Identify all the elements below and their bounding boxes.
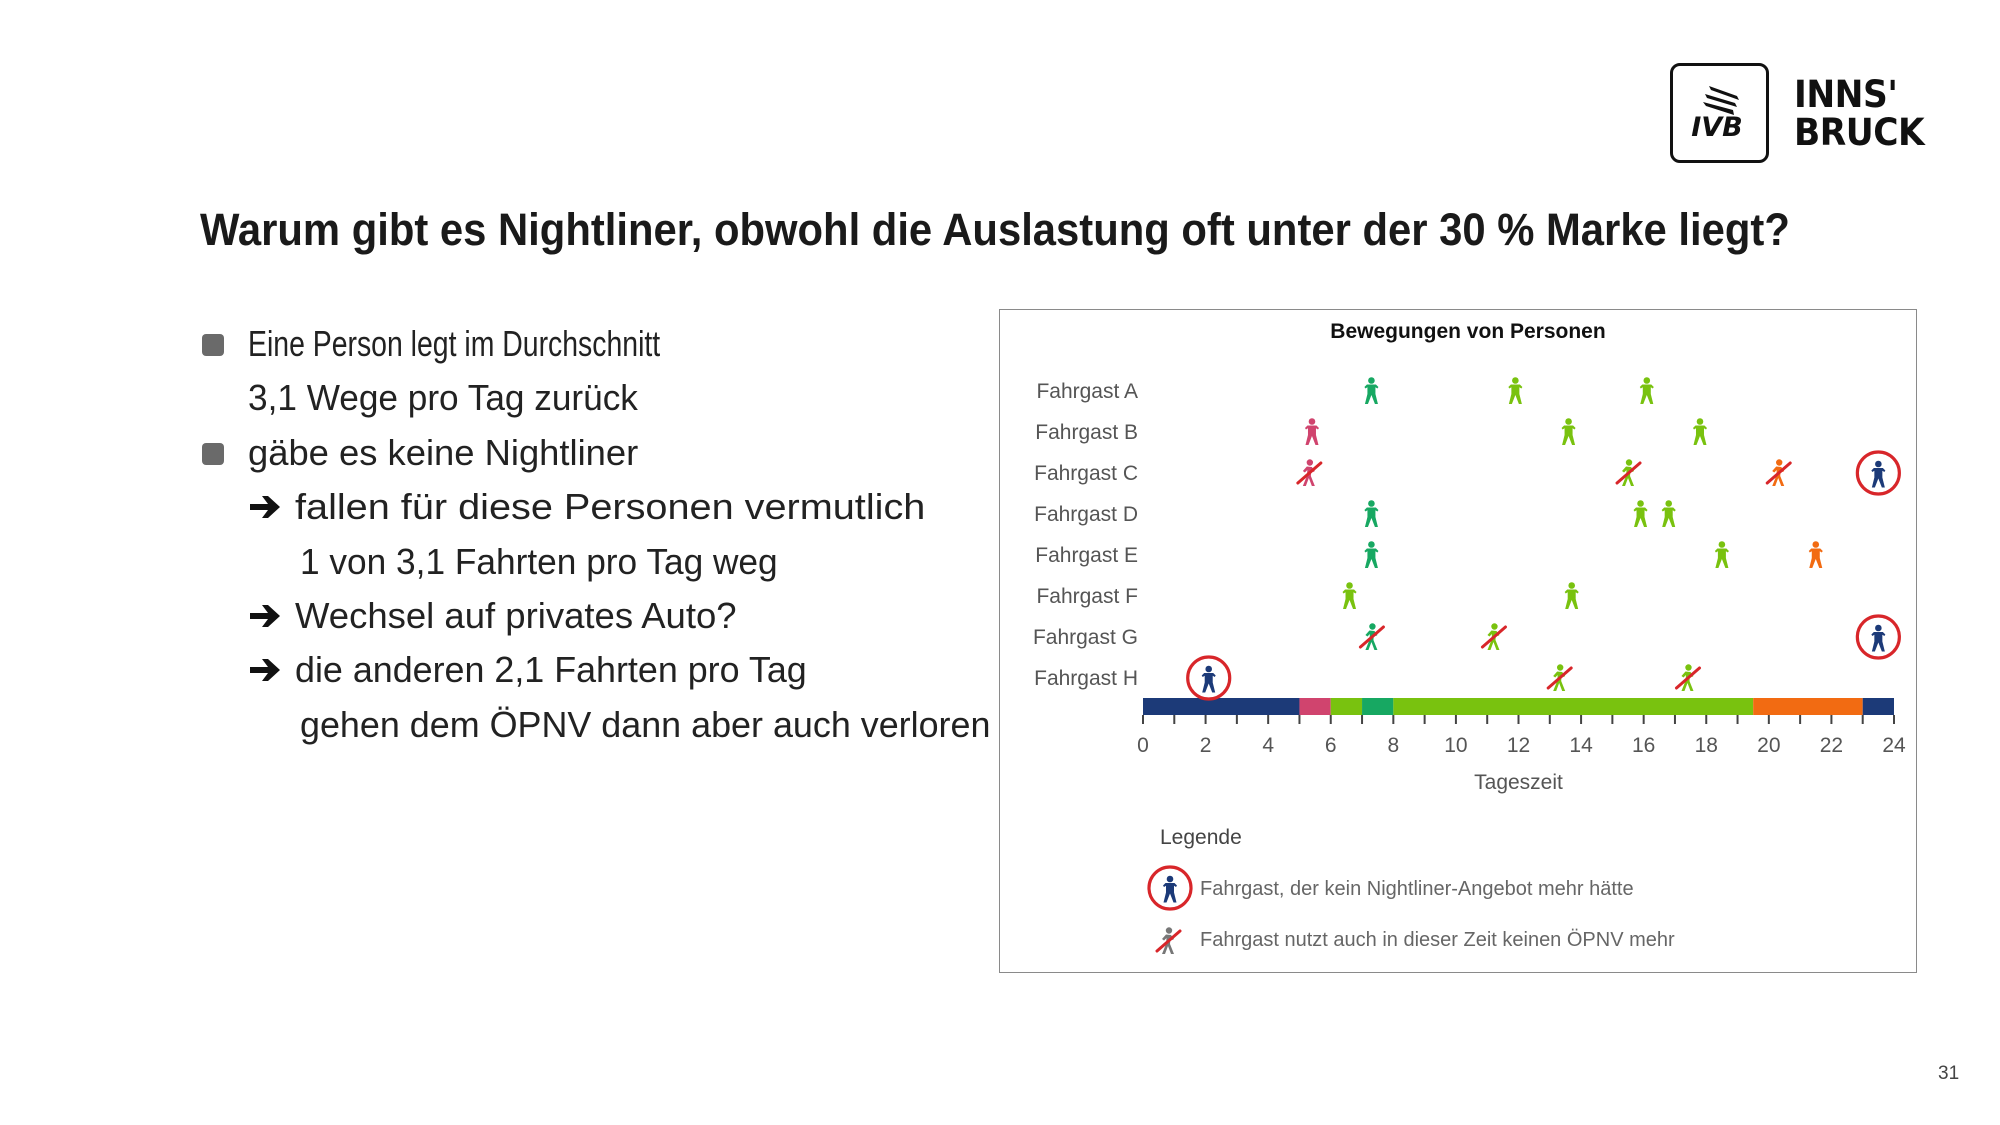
trip-person-icon [1808, 541, 1823, 568]
bullet-line: gehen dem ÖPNV dann aber auch verloren [200, 698, 1000, 752]
x-tick-label: 2 [1200, 734, 1212, 757]
trip-person-icon [1692, 418, 1707, 445]
time-band [1330, 698, 1363, 715]
time-band [1362, 698, 1394, 715]
x-tick-label: 16 [1632, 734, 1655, 757]
time-band [1753, 698, 1863, 715]
trip-person-icon [1639, 377, 1654, 404]
lost-trip-crossed-icon [1615, 459, 1642, 486]
bullet-text: Eine Person legt im Durchschnitt [248, 323, 661, 364]
bullet-text: fallen für diese Personen vermutlich [295, 486, 926, 528]
arrow-right-icon [250, 604, 280, 627]
bullet-line: die anderen 2,1 Fahrten pro Tag [200, 643, 1000, 697]
chart-panel: Bewegungen von Personen Fahrgast A Fahrgas… [999, 309, 1917, 973]
bullet-text: die anderen 2,1 Fahrten pro Tag [295, 649, 807, 691]
x-tick-label: 24 [1882, 734, 1906, 757]
bullet-line: 3,1 Wege pro Tag zurück [200, 371, 1000, 425]
time-band [1143, 698, 1300, 715]
page-number: 31 [1938, 1063, 1960, 1084]
bullet-line: fallen für diese Personen vermutlich [200, 480, 1000, 534]
lost-trip-crossed-icon [1480, 623, 1507, 650]
lost-trip-crossed-icon [1765, 459, 1792, 486]
x-tick-label: 12 [1507, 734, 1530, 757]
trip-person-icon [1508, 377, 1523, 404]
x-tick-label: 8 [1387, 734, 1399, 757]
movement-chart: Bewegungen von Personen Fahrgast A Fahrgas… [1033, 320, 1906, 954]
bullet-text: 1 von 3,1 Fahrten pro Tag weg [300, 540, 778, 582]
time-band [1299, 698, 1331, 715]
innsbruck-wordmark: INNS' BRUCK [1794, 73, 1925, 154]
bullet-text: gehen dem ÖPNV dann aber auch verloren [300, 703, 991, 745]
trip-person-icon [1714, 541, 1729, 568]
trip-person-icon [1364, 541, 1379, 568]
x-tick-label: 14 [1569, 734, 1593, 757]
trip-person-icon [1364, 500, 1379, 527]
slide-title: Warum gibt es Nightliner, obwohl die Aus… [200, 204, 1790, 255]
trip-person-icon [1304, 418, 1319, 445]
lost-trip-crossed-icon [1674, 664, 1701, 691]
legend-item-text: Fahrgast, der kein Nightliner-Angebot me… [1200, 878, 1634, 900]
bullet-line: gäbe es keine Nightliner [200, 426, 1000, 480]
x-tick-label: 22 [1820, 734, 1843, 757]
trip-person-icon [1661, 500, 1676, 527]
row-label: Fahrgast A [1036, 380, 1138, 403]
lost-trip-crossed-icon [1358, 623, 1385, 650]
row-label: Fahrgast H [1034, 667, 1138, 690]
chart-title: Bewegungen von Personen [1330, 320, 1605, 343]
trip-person-icon [1364, 377, 1379, 404]
x-tick-label: 20 [1757, 734, 1780, 757]
ivb-mark-text: IVB [1691, 112, 1743, 143]
no-nightliner-circled-icon [1186, 655, 1232, 701]
time-band [1862, 698, 1894, 715]
trip-person-icon [1564, 582, 1579, 609]
x-tick-label: 10 [1444, 734, 1467, 757]
row-label: Fahrgast D [1034, 503, 1138, 526]
no-nightliner-circled-icon [1855, 450, 1901, 496]
x-axis-label: Tageszeit [1474, 771, 1563, 794]
bullet-line: Wechsel auf privates Auto? [200, 589, 1000, 643]
row-label: Fahrgast E [1035, 544, 1138, 567]
bullet-line: Eine Person legt im Durchschnitt [200, 317, 1000, 371]
row-label: Fahrgast F [1036, 585, 1138, 608]
bullet-text: Wechsel auf privates Auto? [295, 594, 737, 636]
bullet-square-icon [202, 442, 224, 465]
no-nightliner-circled-icon [1855, 614, 1901, 660]
legend-item-text: Fahrgast nutzt auch in dieser Zeit keine… [1200, 929, 1675, 951]
bullet-square-icon [202, 334, 224, 356]
x-tick-label: 6 [1325, 734, 1337, 757]
x-tick-label: 4 [1262, 734, 1274, 757]
wordmark-line-2: BRUCK [1794, 111, 1925, 154]
arrow-right-icon [250, 496, 280, 519]
lost-trip-crossed-icon [1296, 459, 1323, 486]
ivb-logo: IVB [1670, 63, 1769, 163]
legend-crossed-person-icon [1155, 927, 1182, 954]
x-tick-label: 0 [1137, 734, 1149, 757]
trip-person-icon [1633, 500, 1648, 527]
trip-person-icon [1561, 418, 1576, 445]
trip-person-icon [1342, 582, 1357, 609]
row-label: Fahrgast G [1033, 626, 1138, 649]
row-label: Fahrgast B [1035, 421, 1138, 444]
legend-circled-person-icon [1147, 865, 1193, 911]
arrow-right-icon [250, 659, 280, 682]
ivb-swoosh-icon: IVB [1691, 86, 1743, 143]
bullet-text: gäbe es keine Nightliner [248, 431, 639, 473]
legend-title: Legende [1160, 826, 1242, 849]
time-band [1393, 698, 1754, 715]
bullet-text: 3,1 Wege pro Tag zurück [248, 377, 638, 419]
bullet-line: 1 von 3,1 Fahrten pro Tag weg [200, 535, 1000, 589]
x-tick-label: 18 [1695, 734, 1718, 757]
lost-trip-crossed-icon [1546, 664, 1573, 691]
bullet-list: Eine Person legt im Durchschnitt 3,1 Wege… [200, 317, 1000, 752]
wordmark-line-1: INNS' [1794, 73, 1898, 116]
row-label: Fahrgast C [1034, 462, 1138, 485]
